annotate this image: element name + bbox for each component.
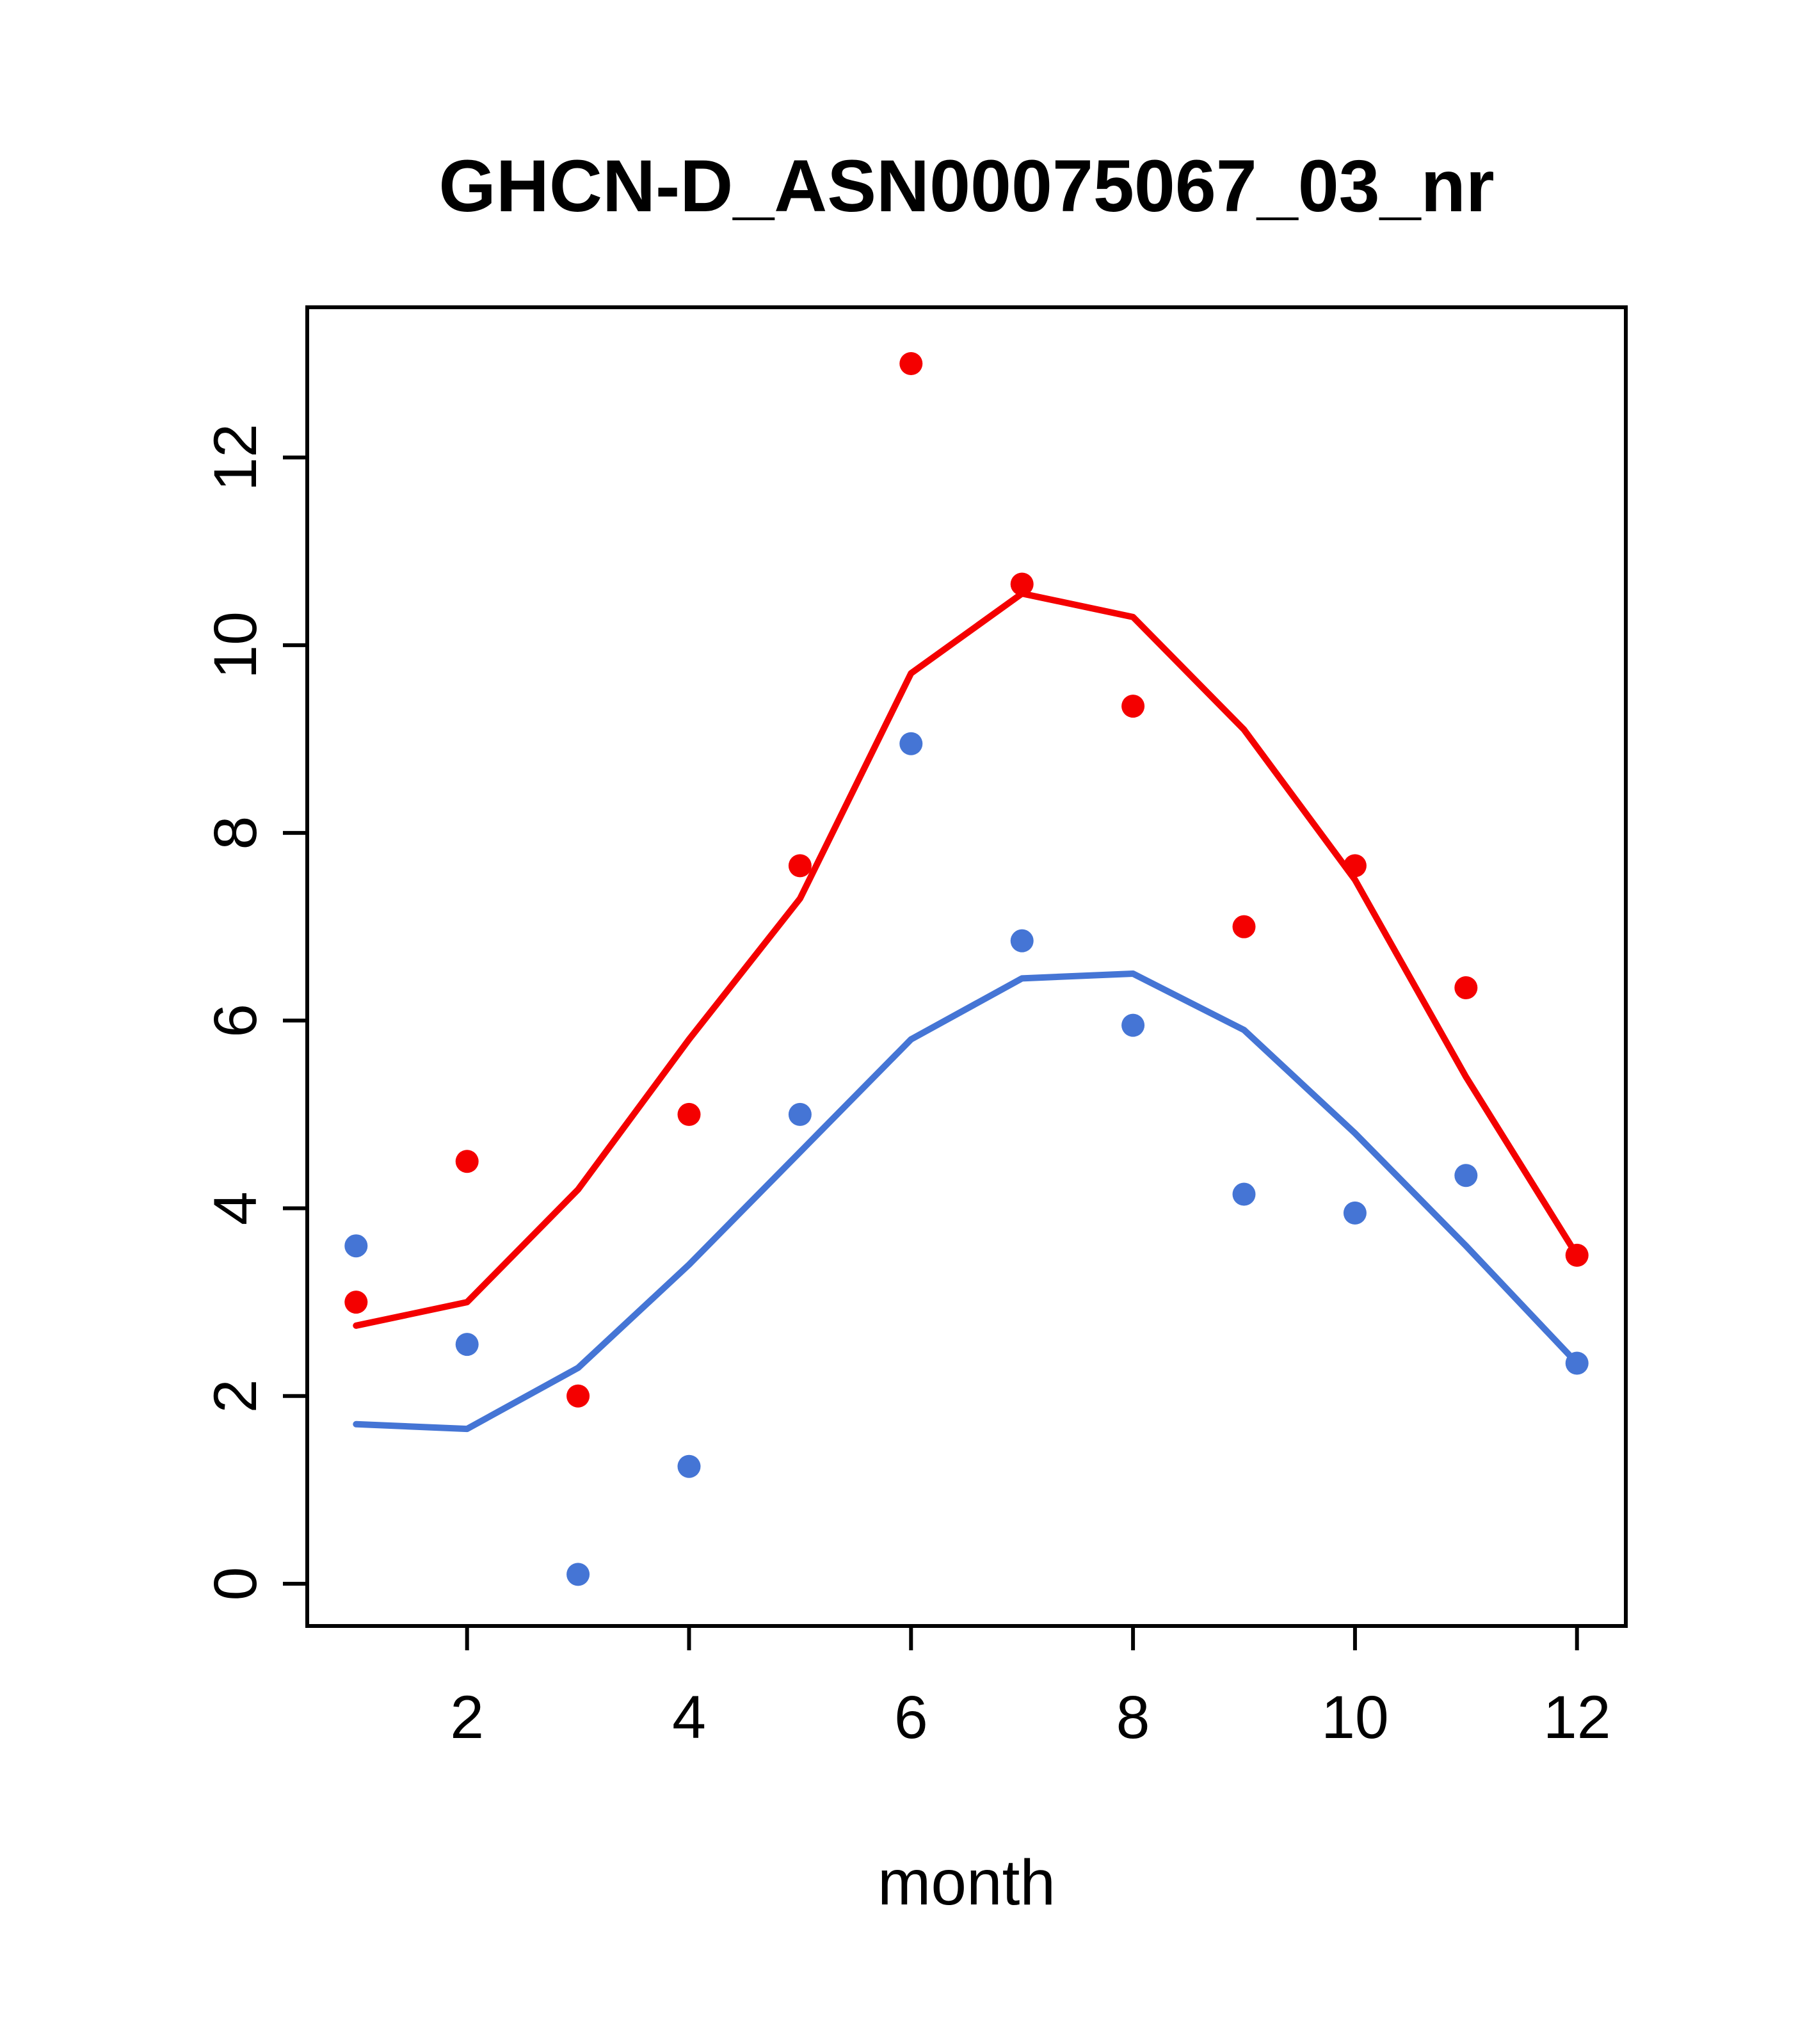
y-axis: 0 2 4 6 8 10 12: [202, 424, 307, 1601]
data-point-red-points: [677, 1102, 701, 1126]
blue-line: [353, 970, 1580, 1433]
y-tick-label: 2: [202, 1379, 269, 1413]
x-tick-label: 6: [894, 1684, 928, 1751]
data-point-blue-points: [1565, 1351, 1589, 1375]
data-point-blue-points: [1232, 1182, 1256, 1206]
x-tick-label: 12: [1543, 1684, 1611, 1751]
data-point-red-points: [1121, 695, 1145, 718]
y-tick-label: 12: [202, 424, 269, 492]
data-point-red-points: [1010, 572, 1034, 596]
data-point-red-points: [566, 1384, 590, 1408]
red-line: [353, 590, 1580, 1329]
series-blue-line: [353, 970, 1580, 1433]
data-point-blue-points: [1121, 1013, 1145, 1037]
y-tick-label: 10: [202, 611, 269, 679]
data-point-blue-points: [344, 1234, 368, 1258]
data-point-blue-points: [1343, 1201, 1367, 1225]
data-point-blue-points: [1454, 1164, 1478, 1187]
data-point-red-points: [1343, 854, 1367, 878]
x-axis-label: month: [878, 1847, 1055, 1919]
data-point-red-points: [788, 854, 812, 878]
x-tick-label: 2: [450, 1684, 484, 1751]
x-tick-label: 10: [1321, 1684, 1389, 1751]
data-point-red-points: [455, 1150, 479, 1173]
data-point-red-points: [899, 351, 923, 375]
data-point-red-points: [1565, 1243, 1589, 1267]
series-red-points: [344, 351, 1589, 1408]
x-axis: 2 4 6 8 10 12: [450, 1626, 1611, 1751]
plot-box: [305, 305, 1628, 1628]
y-tick-label: 6: [202, 1004, 269, 1038]
data-point-blue-points: [455, 1333, 479, 1356]
data-point-blue-points: [566, 1563, 590, 1586]
data-point-red-points: [1454, 976, 1478, 999]
y-tick-label: 4: [202, 1191, 269, 1225]
x-tick-label: 8: [1116, 1684, 1150, 1751]
x-tick-label: 4: [672, 1684, 706, 1751]
y-tick-label: 8: [202, 816, 269, 850]
data-point-red-points: [344, 1291, 368, 1314]
data-point-blue-points: [677, 1454, 701, 1478]
chart-title: GHCN-D_ASN00075067_03_nr: [438, 145, 1494, 227]
data-point-blue-points: [1010, 929, 1034, 953]
data-point-blue-points: [899, 732, 923, 755]
y-tick-label: 0: [202, 1567, 269, 1601]
series-red-line: [353, 590, 1580, 1329]
plot-area: 2 4 6 8 10 12 0 2 4 6 8 10 12: [202, 305, 1628, 1751]
data-point-red-points: [1232, 915, 1256, 938]
series-blue-points: [344, 732, 1589, 1586]
data-point-blue-points: [788, 1102, 812, 1126]
